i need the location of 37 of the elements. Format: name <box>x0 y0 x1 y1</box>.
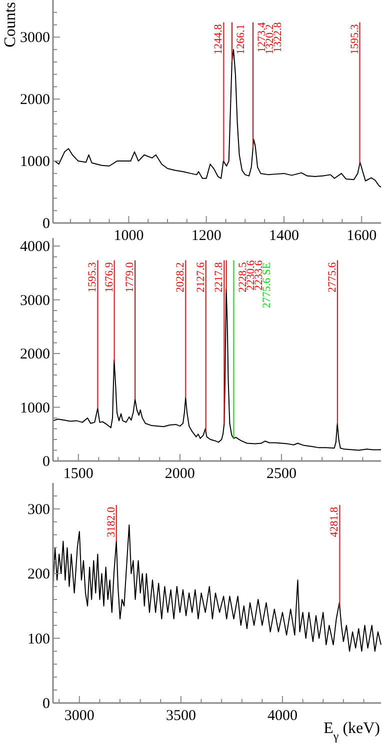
ref-line-label: 4281.8 <box>328 506 341 538</box>
x-tick-label: 1400 <box>268 228 299 244</box>
ref-line-label: 1779.0 <box>124 262 136 293</box>
y-tick-label: 100 <box>28 631 50 648</box>
x-tick-label: 3500 <box>166 708 196 724</box>
y-tick-label: 3000 <box>20 292 50 309</box>
y-tick-label: 0 <box>42 454 50 470</box>
ref-line-label: 1244.8 <box>212 24 225 55</box>
x-tick-label: 2500 <box>266 466 296 482</box>
ref-line-label: 1676.9 <box>103 262 116 293</box>
ref-line-label: 2775.6 <box>326 262 338 293</box>
x-tick-label: 1500 <box>63 466 94 482</box>
ref-line-label: 2217.8 <box>213 262 226 293</box>
y-tick-label: 2000 <box>20 92 50 108</box>
x-tick-label: 2000 <box>164 466 195 482</box>
x-tick-label: 4000 <box>268 708 298 724</box>
x-tick-label: 1200 <box>191 228 222 244</box>
y-tick-label: 300 <box>28 502 50 518</box>
y-tick-label: 2000 <box>20 346 50 363</box>
y-tick-label: 4000 <box>20 239 50 256</box>
y-tick-label: 1000 <box>20 154 50 170</box>
ref-line-label: 2127.6 <box>194 262 207 293</box>
y-axis-title: Counts <box>2 2 19 48</box>
ref-line-label: 2028.2 <box>174 262 187 293</box>
y-tick-label: 0 <box>42 216 50 232</box>
x-tick-label: 1000 <box>114 228 144 244</box>
ref-line-label: 1266.1 <box>234 24 247 55</box>
ref-line-label: 3182.0 <box>105 506 118 538</box>
y-tick-label: 200 <box>28 566 50 583</box>
y-tick-label: 0 <box>42 696 50 712</box>
y-tick-label: 3000 <box>20 30 50 46</box>
x-tick-label: 3000 <box>64 708 94 724</box>
ref-line-label: 1595.3 <box>86 262 99 293</box>
x-tick-label: 1600 <box>346 228 377 244</box>
x-axis-title: E$_{γ}$ (keV) <box>324 720 380 743</box>
y-tick-label: 1000 <box>20 400 50 416</box>
ref-line-label: 1595.3 <box>348 24 361 55</box>
